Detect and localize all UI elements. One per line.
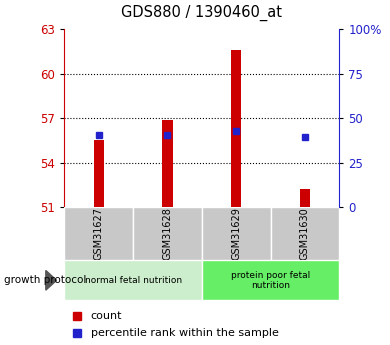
Text: GSM31628: GSM31628 — [163, 207, 172, 260]
Bar — [300, 189, 310, 207]
Bar — [133, 207, 202, 260]
Text: normal fetal nutrition: normal fetal nutrition — [85, 276, 182, 285]
Bar — [271, 207, 339, 260]
Bar — [64, 260, 202, 300]
Bar — [202, 207, 271, 260]
Polygon shape — [46, 270, 57, 290]
Text: count: count — [91, 311, 122, 321]
Text: protein poor fetal
nutrition: protein poor fetal nutrition — [231, 270, 310, 290]
Text: GSM31630: GSM31630 — [300, 207, 310, 260]
Bar — [231, 50, 241, 207]
Bar — [64, 207, 133, 260]
Text: percentile rank within the sample: percentile rank within the sample — [91, 328, 279, 338]
Text: GSM31627: GSM31627 — [94, 207, 104, 260]
Bar — [202, 260, 339, 300]
Bar — [162, 120, 173, 207]
Text: growth protocol: growth protocol — [4, 275, 86, 285]
Text: GDS880 / 1390460_at: GDS880 / 1390460_at — [121, 4, 282, 21]
Text: GSM31629: GSM31629 — [231, 207, 241, 260]
Bar — [94, 140, 104, 207]
